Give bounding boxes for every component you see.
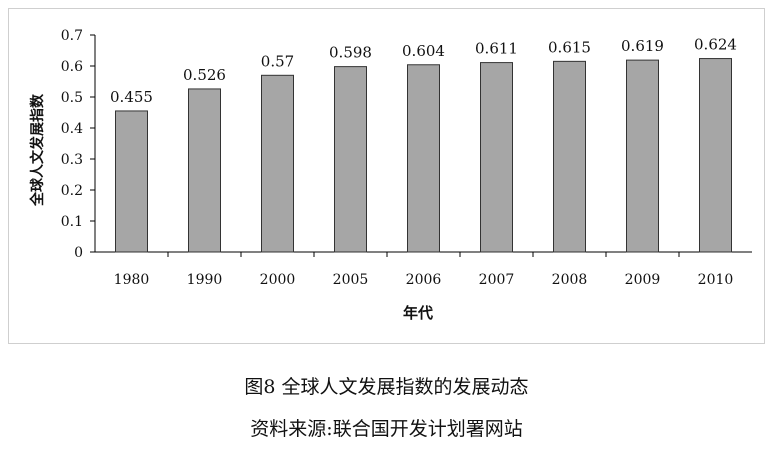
- data-label: 0.615: [548, 38, 591, 56]
- y-tick-label: 0.2: [61, 183, 83, 199]
- y-tick-label: 0.5: [61, 90, 83, 106]
- bar: [115, 110, 148, 253]
- y-tick-label: 0.1: [61, 214, 83, 230]
- x-tick-label: 2009: [625, 272, 661, 288]
- x-tick-label: 2010: [698, 272, 734, 288]
- chart-frame: [8, 8, 765, 344]
- x-tick-label: 2008: [552, 272, 588, 288]
- data-label: 0.624: [694, 36, 737, 54]
- data-label: 0.604: [402, 42, 445, 60]
- bars: [115, 58, 732, 253]
- figure-caption: 图8 全球人文发展指数的发展动态: [244, 376, 529, 398]
- x-tick-label: 1990: [187, 272, 223, 288]
- bar: [480, 62, 513, 253]
- x-tick-label: 1980: [114, 272, 150, 288]
- x-tick-label: 2000: [260, 272, 296, 288]
- x-axis-title: 年代: [403, 304, 433, 322]
- y-tick-label: 0.3: [61, 152, 83, 168]
- y-tick-label: 0.4: [61, 121, 83, 137]
- bar: [407, 64, 440, 253]
- data-label: 0.598: [329, 44, 372, 62]
- bar: [553, 60, 586, 253]
- bar: [334, 66, 367, 253]
- y-tick-label: 0: [74, 245, 83, 261]
- y-tick-label: 0.7: [61, 28, 83, 44]
- data-label: 0.611: [475, 40, 518, 58]
- bar: [261, 74, 294, 253]
- data-label: 0.455: [110, 88, 153, 106]
- data-label: 0.57: [261, 52, 294, 70]
- x-axis-ticks: 1980 1990 2000 2005 2006 2007 2008 2009 2010: [114, 252, 734, 288]
- data-label: 0.619: [621, 37, 664, 55]
- y-axis-title: 全球人文发展指数: [29, 93, 46, 207]
- bar: [188, 88, 221, 253]
- bar: [626, 59, 659, 253]
- y-axis-ticks: 0 0.1 0.2 0.3 0.4 0.5 0.6 0.7: [61, 28, 95, 261]
- x-tick-label: 2006: [406, 272, 442, 288]
- source-caption: 资料来源:联合国开发计划署网站: [250, 418, 523, 440]
- data-labels: 0.455 0.526 0.57 0.598 0.604 0.611 0.615 0.619 0…: [110, 36, 737, 106]
- x-tick-label: 2007: [479, 272, 515, 288]
- bar-chart: 0 0.1 0.2 0.3 0.4 0.5 0.6 0.7 0.455 0.526 0.57 0.5…: [29, 28, 752, 322]
- x-tick-label: 2005: [333, 272, 369, 288]
- y-tick-label: 0.6: [61, 59, 83, 75]
- data-label: 0.526: [183, 66, 226, 84]
- bar: [699, 58, 732, 253]
